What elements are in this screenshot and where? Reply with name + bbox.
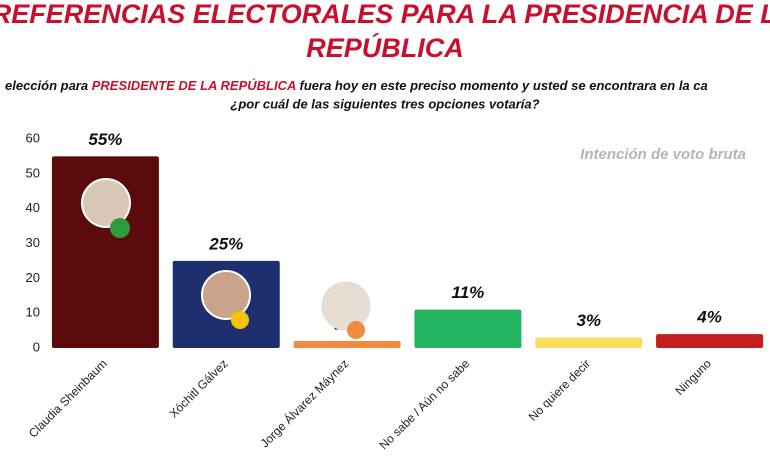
y-tick-label: 50	[26, 165, 40, 180]
value-label: 11%	[452, 283, 485, 302]
value-label: 55%	[88, 130, 122, 149]
bar	[51, 156, 159, 348]
annotation: Intención de voto bruta	[580, 146, 746, 163]
y-tick-label: 20	[26, 270, 40, 285]
value-label: 25%	[208, 234, 243, 253]
candidate-photo	[321, 281, 371, 339]
x-tick-label: Xóchitl Gálvez	[166, 356, 230, 420]
x-tick-label: Claudia Sheinbaum	[26, 356, 110, 440]
bar	[535, 337, 643, 348]
bar	[656, 334, 764, 348]
subtitle-part: fuera hoy en este preciso momento y uste…	[300, 78, 708, 93]
y-tick-label: 40	[26, 200, 40, 215]
y-tick-label: 30	[26, 235, 40, 250]
y-tick-label: 60	[26, 130, 40, 145]
y-tick-label: 0	[33, 339, 40, 354]
subtitle: elección para PRESIDENTE DE LA REPÚBLICA…	[5, 78, 708, 93]
y-tick-label: 10	[26, 305, 40, 320]
x-tick-label: Ninguno	[672, 356, 714, 398]
value-label: 3%	[576, 311, 601, 330]
bar	[293, 341, 401, 348]
bar	[414, 309, 522, 348]
subtitle-highlight: PRESIDENTE DE LA REPÚBLICA	[92, 78, 296, 93]
subtitle-part: elección para	[5, 78, 88, 93]
candidate-photo	[81, 178, 131, 238]
chart-title: REPÚBLICA	[306, 32, 464, 63]
value-label: 4%	[696, 308, 722, 327]
x-tick-label: Jorge Álvarez Máynez	[257, 356, 352, 451]
x-tick-label: No sabe / Aún no sabe	[377, 356, 473, 452]
chart-title: PREFERENCIAS ELECTORALES PARA LA PRESIDE…	[0, 0, 770, 29]
x-tick-label: No quiere decir	[526, 356, 593, 423]
candidate-photo	[201, 270, 251, 329]
subtitle: ¿por cuál de las siguientes tres opcione…	[230, 96, 539, 111]
